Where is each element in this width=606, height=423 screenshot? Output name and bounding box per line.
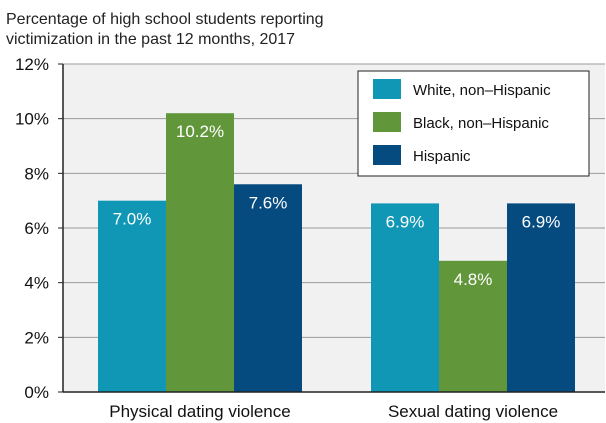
legend: White, non–Hispanic Black, non–Hispanic Hi… [357,70,590,177]
bar [371,203,439,392]
data-label: 7.6% [249,193,288,212]
legend-swatch [373,112,401,132]
legend-swatch [373,145,401,165]
axes: 0% 2% 4% 6% 8% 10% 12% [15,55,605,402]
bar [507,203,575,392]
bar [98,200,166,392]
y-tick-label: 10% [15,110,49,129]
x-category-label: Sexual dating violence [388,402,558,421]
data-label: 10.2% [176,122,224,141]
data-label: 6.9% [386,212,425,231]
bar [234,184,302,392]
bar [439,260,507,392]
data-label: 4.8% [454,270,493,289]
data-label: 6.9% [522,212,561,231]
legend-label: Black, non–Hispanic [413,115,549,132]
bar [166,113,234,392]
legend-label: Hispanic [413,148,471,165]
legend-label: White, non–Hispanic [413,82,551,99]
chart-title-line-1: Percentage of high school students repor… [6,11,324,28]
legend-swatch [373,79,401,99]
bars [98,113,575,392]
y-tick-label: 2% [24,328,49,347]
x-category-label: Physical dating violence [109,402,290,421]
y-tick-label: 0% [24,383,49,402]
y-tick-label: 8% [24,164,49,183]
y-tick-label: 4% [24,274,49,293]
chart-title-line-2: victimization in the past 12 months, 201… [6,31,295,48]
data-label: 7.0% [113,210,152,229]
labels: 7.0% 10.2% 7.6% Physical dating violence 6.9… [109,122,560,421]
y-tick-label: 12% [15,55,49,74]
y-tick-label: 6% [24,219,49,238]
